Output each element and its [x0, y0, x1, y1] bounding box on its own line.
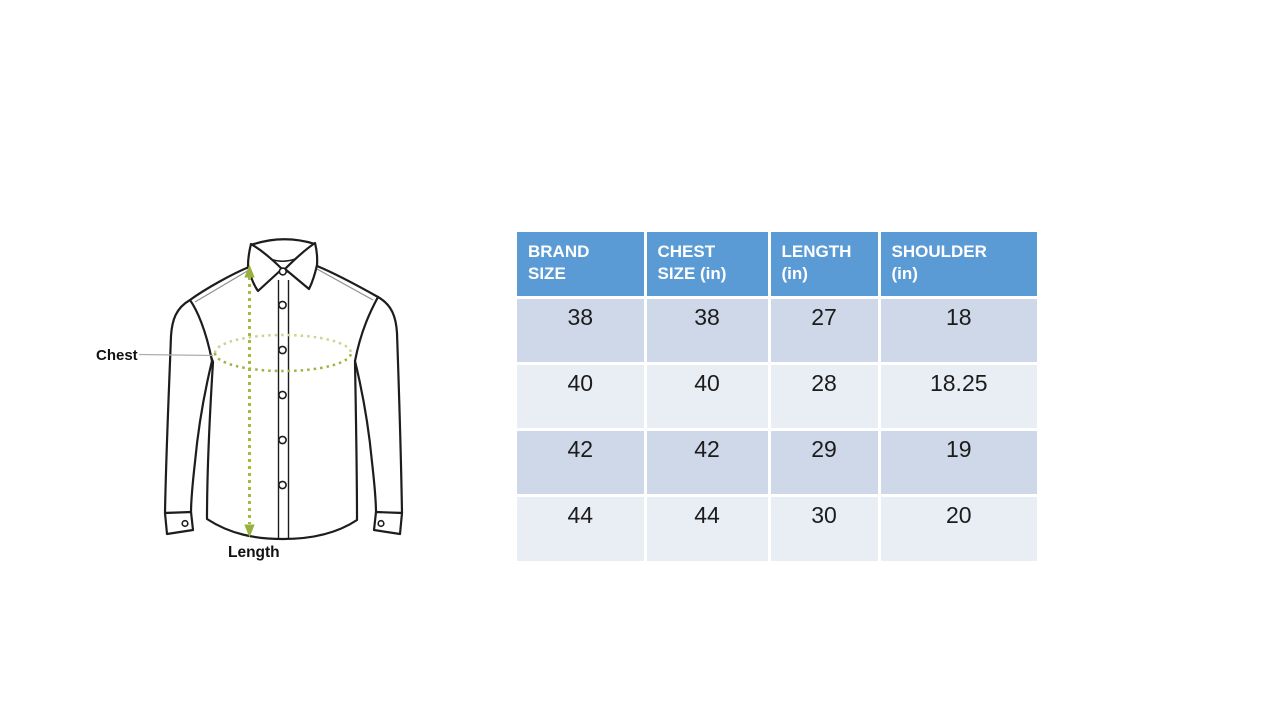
header-line: (in)	[891, 263, 918, 283]
size-chart-table: BRAND SIZE CHEST SIZE (in) LENGTH (in) S…	[517, 232, 1037, 561]
table-cell-length: 30	[767, 493, 879, 561]
column-header-shoulder: SHOULDER (in)	[877, 232, 1037, 297]
table-row: 42 42 29 19	[517, 427, 1037, 495]
chest-pointer-line	[138, 353, 214, 357]
header-line: (in)	[781, 263, 808, 283]
table-cell-brand-size: 38	[517, 295, 645, 363]
placket-button	[278, 345, 287, 355]
collar-right-point	[283, 241, 319, 291]
table-cell-shoulder: 20	[877, 493, 1037, 561]
table-cell-chest-size: 44	[643, 493, 769, 561]
table-row: 40 40 28 18.25	[517, 361, 1037, 429]
table-cell-length: 27	[767, 295, 879, 363]
header-line: SIZE	[528, 263, 566, 283]
header-line: BRAND	[528, 242, 590, 261]
shirt-right-sleeve	[353, 295, 404, 515]
shirt-left-sleeve	[163, 298, 214, 515]
placket-button	[278, 435, 287, 445]
table-cell-length: 29	[767, 427, 879, 495]
length-arrow-down-icon	[244, 524, 255, 538]
table-cell-brand-size: 44	[517, 493, 645, 561]
chest-measure-ellipse-back	[213, 333, 353, 354]
table-cell-chest-size: 40	[643, 361, 769, 429]
placket-button	[278, 300, 287, 310]
header-line: CHEST	[657, 242, 716, 261]
table-cell-shoulder: 19	[877, 427, 1037, 495]
shirt-measurement-diagram: Chest Length	[96, 238, 404, 561]
chest-measure-ellipse-front	[213, 352, 353, 373]
table-cell-chest-size: 38	[643, 295, 769, 363]
collar-left-point	[246, 242, 284, 293]
shirt-right-cuff	[372, 510, 404, 536]
shirt-left-cuff	[163, 510, 195, 536]
length-arrow-up-icon	[244, 264, 255, 278]
header-line: LENGTH	[781, 242, 852, 261]
table-cell-brand-size: 40	[517, 361, 645, 429]
right-yoke-seam	[316, 268, 374, 301]
header-line: SHOULDER	[891, 242, 987, 261]
chest-label: Chest	[96, 347, 138, 364]
column-header-chest-size: CHEST SIZE (in)	[643, 232, 769, 297]
table-row: 44 44 30 20	[517, 493, 1037, 561]
length-label: Length	[228, 544, 280, 561]
table-cell-brand-size: 42	[517, 427, 645, 495]
table-cell-shoulder: 18	[877, 295, 1037, 363]
table-row: 38 38 27 18	[517, 295, 1037, 363]
header-row: BRAND SIZE CHEST SIZE (in) LENGTH (in) S…	[517, 232, 1037, 297]
collar-button	[278, 267, 287, 276]
left-cuff-button	[181, 519, 189, 528]
right-cuff-button	[377, 519, 385, 528]
column-header-length: LENGTH (in)	[767, 232, 879, 297]
column-header-brand-size: BRAND SIZE	[517, 232, 645, 297]
placket-button	[278, 480, 287, 490]
table-cell-length: 28	[767, 361, 879, 429]
header-line: SIZE (in)	[657, 263, 727, 283]
table-cell-chest-size: 42	[643, 427, 769, 495]
placket-button	[278, 390, 287, 400]
placket-lines	[277, 280, 290, 539]
table-cell-shoulder: 18.25	[877, 361, 1037, 429]
left-yoke-seam	[194, 269, 250, 303]
